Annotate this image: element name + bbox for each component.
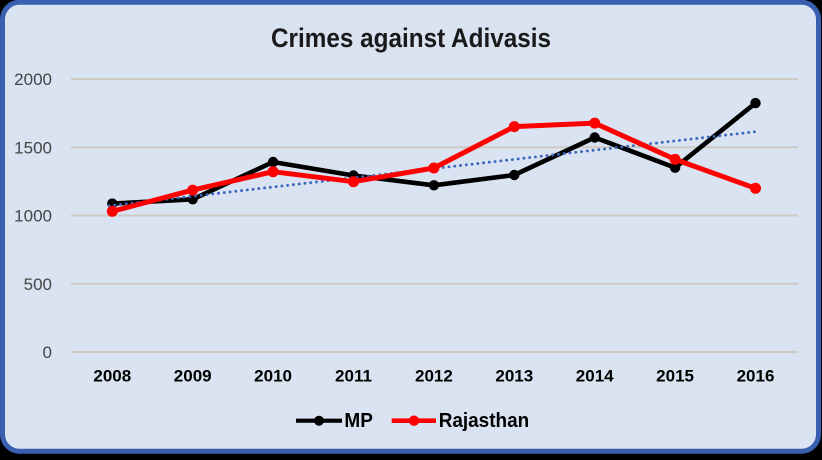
svg-text:2000: 2000 [14, 70, 52, 89]
svg-text:2013: 2013 [495, 367, 533, 386]
svg-text:2012: 2012 [415, 367, 453, 386]
svg-text:1000: 1000 [14, 207, 52, 226]
svg-text:2009: 2009 [174, 367, 212, 386]
svg-text:500: 500 [24, 275, 52, 294]
svg-text:0: 0 [43, 343, 52, 362]
svg-text:2015: 2015 [656, 367, 694, 386]
svg-text:2016: 2016 [737, 367, 775, 386]
svg-text:Rajasthan: Rajasthan [439, 410, 530, 432]
svg-text:Crimes against Adivasis: Crimes against Adivasis [271, 23, 551, 53]
svg-text:MP: MP [344, 410, 373, 432]
svg-text:2010: 2010 [254, 367, 292, 386]
svg-text:2011: 2011 [335, 367, 372, 386]
svg-text:2008: 2008 [93, 367, 131, 386]
svg-text:2014: 2014 [576, 367, 614, 386]
svg-text:1500: 1500 [14, 138, 52, 157]
